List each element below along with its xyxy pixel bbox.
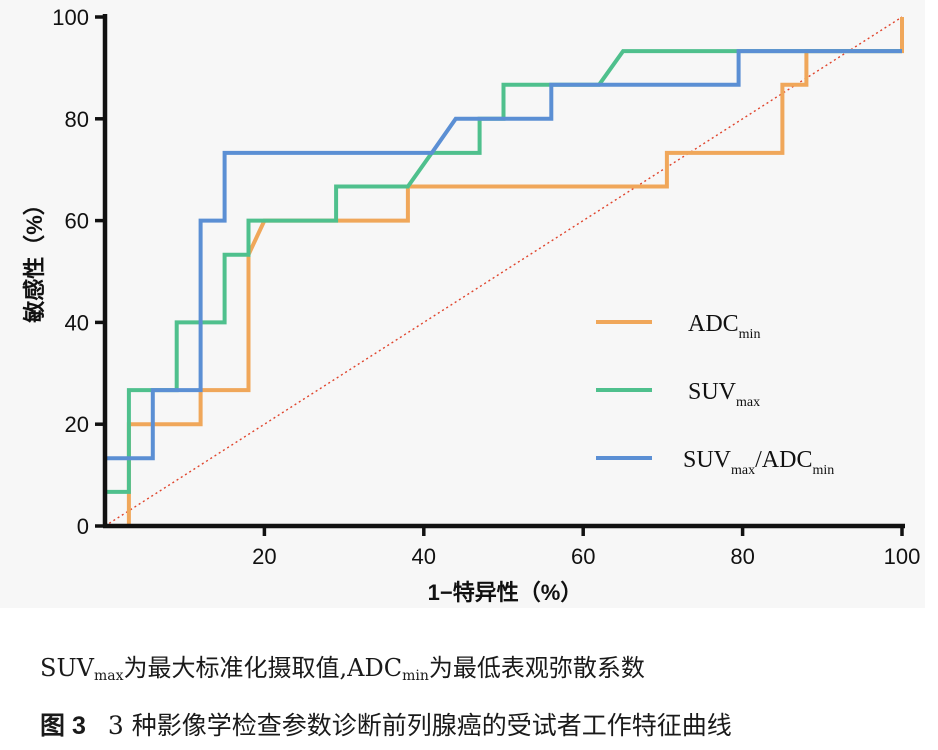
y-tick-label: 60 [65,209,89,234]
x-tick-label: 20 [252,544,276,569]
figure-caption: 图 3 3 种影像学检查参数诊断前列腺癌的受试者工作特征曲线 [40,706,732,742]
adc-min-curve [105,17,904,528]
y-tick-label: 40 [65,310,89,335]
y-tick-label: 100 [52,5,89,30]
note-text-3: 为最低表观弥散系数 [428,654,645,682]
suv-adc-ratio-curve [103,49,902,526]
x-tick-label: 40 [412,544,436,569]
suv-max-curve [103,49,902,526]
note-sub-2: min [402,668,429,684]
note-text-2: 为最大标准化摄取值,ADC [123,654,403,682]
x-tick-label: 60 [571,544,595,569]
legend: ADCmin SUVmax SUVmax/ADCmin [596,311,834,478]
y-tick-label: 0 [77,514,89,539]
note-sub-1: max [94,668,124,684]
x-tick-label: 100 [884,544,921,569]
figure-title: 3 种影像学检查参数诊断前列腺癌的受试者工作特征曲线 [107,711,732,740]
figure-number: 图 3 [40,712,86,740]
figure-note: SUVmax为最大标准化摄取值,ADCmin为最低表观弥散系数 [40,648,645,684]
x-tick-label: 80 [730,544,754,569]
x-axis-title: 1−特异性（%） [428,580,583,605]
note-text-1: SUV [40,654,94,682]
y-tick-label: 80 [65,107,89,132]
y-tick-label: 20 [65,412,89,437]
figure-panel [0,0,925,608]
legend-label: ADCmin [688,311,760,342]
legend-label: SUVmax [688,379,760,410]
legend-label: SUVmax/ADCmin [683,447,834,478]
y-axis-title: 敏感性（%） [22,193,47,324]
